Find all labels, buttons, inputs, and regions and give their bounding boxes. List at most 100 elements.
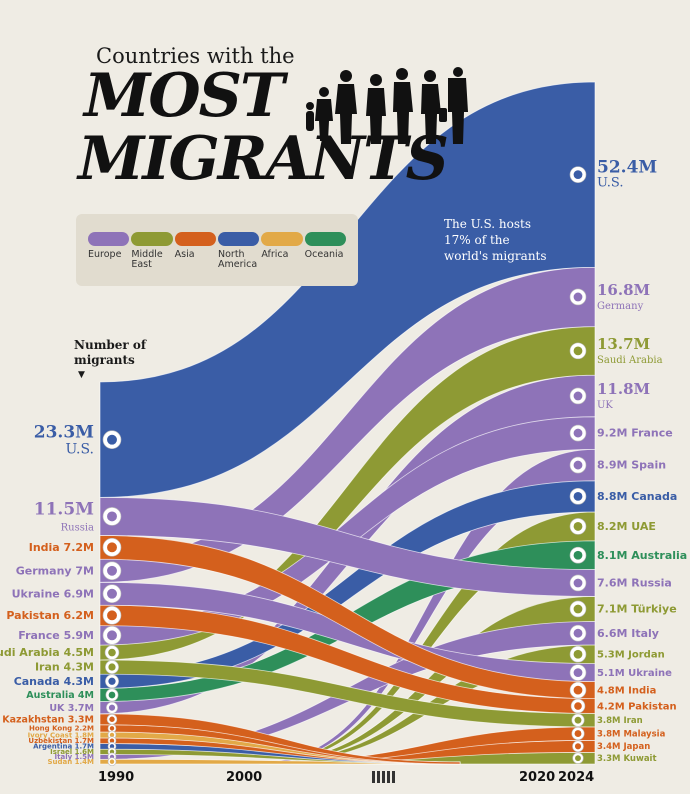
label-1990-ivory-coast: Ivory Coast 1.8M	[28, 731, 94, 739]
legend-label-north-america: North America	[218, 249, 258, 270]
flag-1990-uk-emblem-icon	[108, 704, 116, 711]
stream-ukraine	[99, 581, 596, 683]
legend-label-africa: Africa	[261, 249, 289, 260]
flag-2024-italy-emblem-icon	[573, 628, 583, 638]
label-2024-malaysia: 3.8M Malaysia	[597, 729, 666, 739]
label-1990-india: India 7.2M	[29, 541, 94, 554]
flag-1990-ivory-coast-emblem-icon	[109, 732, 115, 738]
stream-pakistan	[99, 604, 596, 714]
label-2024-india: 4.8M India	[597, 685, 656, 696]
label-1990-canada: Canada 4.3M	[14, 675, 94, 688]
flag-2024-malaysia-emblem-icon	[574, 730, 582, 738]
flag-2024-india-emblem-icon	[573, 685, 583, 695]
label-2024-iran: 3.8M Iran	[597, 716, 643, 726]
people-silhouette-icon	[306, 67, 468, 144]
flag-1990-germany-emblem-icon	[107, 565, 117, 576]
label-1990-argentina: Argentina 1.7M	[33, 743, 94, 751]
flag-2024-australia-emblem-icon	[573, 550, 583, 560]
legend-label-asia: Asia	[174, 249, 195, 260]
x-tick-1990: 1990	[98, 770, 135, 785]
flag-1990-sudan-emblem-icon	[109, 759, 115, 764]
label-2024-kuwait: 3.3M Kuwait	[597, 754, 657, 764]
label-2024-pakistan: 4.2M Pakistan	[597, 701, 677, 712]
label-2024-uk-name: UK	[597, 400, 613, 411]
label-2024-canada: 8.8M Canada	[597, 490, 677, 503]
label-1990-russia-value: 11.5M	[34, 499, 94, 519]
x-tick-2024: 2024	[558, 770, 595, 785]
stream-canada	[99, 480, 596, 689]
flag-1990-australia-emblem-icon	[108, 691, 116, 699]
flag-1990-saudi-arabia-emblem-icon	[108, 648, 116, 657]
label-1990-hong-kong: Hong Kong 2.2M	[29, 725, 94, 733]
legend-bar	[88, 232, 348, 246]
flag-1990-u-s-emblem-icon	[107, 434, 117, 445]
x-tick-2020: 2020	[519, 770, 556, 785]
flag-1990-pakistan-emblem-icon	[107, 610, 117, 621]
right-labels: 52.4MU.S. 16.8M Germany 13.7M Saudi Arabia 11…	[597, 158, 687, 764]
flag-2024-saudi-arabia-emblem-icon	[573, 346, 583, 356]
label-2024-japan: 3.4M Japan	[597, 742, 650, 752]
x-tick-2000: 2000	[226, 770, 263, 785]
stream-russia	[99, 497, 596, 597]
label-2024-germany-value: 16.8M	[597, 281, 650, 299]
flag-2024-u-s-emblem-icon	[573, 170, 583, 180]
label-2024-italy: 6.6M Italy	[597, 627, 659, 640]
label-1990-iran: Iran 4.3M	[35, 661, 94, 674]
label-1990-pakistan: Pakistan 6.2M	[6, 609, 94, 622]
stream-iran	[99, 659, 596, 728]
flag-1990-russia-emblem-icon	[107, 511, 117, 522]
stream-india	[99, 535, 596, 699]
label-1990-u-s-name: U.S.	[65, 442, 94, 458]
flag-2024-iran-emblem-icon	[574, 716, 582, 724]
label-1990-kazakhstan: Kazakhstan 3.3M	[2, 714, 94, 725]
legend-label-middle-east: Middle East	[131, 249, 163, 270]
legend-swatch-europe	[88, 232, 130, 246]
flag-1990-ukraine-emblem-icon	[107, 588, 117, 599]
label-1990-ukraine: Ukraine 6.9M	[12, 587, 94, 600]
publisher-logo-icon	[372, 768, 402, 783]
flag-2024-kuwait-emblem-icon	[575, 755, 581, 762]
flag-1990-canada-emblem-icon	[108, 677, 116, 685]
label-2024-u-s-name: U.S.	[597, 176, 623, 191]
flag-1990-iran-emblem-icon	[108, 663, 116, 671]
label-1990-uzbekistan: Uzbekistan 1.7M	[28, 737, 94, 745]
label-2024-uae: 8.2M UAE	[597, 520, 656, 533]
legend-swatch-africa	[261, 232, 303, 246]
label-2024-australia: 8.1M Australia	[597, 549, 687, 562]
stream-layer	[99, 81, 596, 765]
stream-u-s	[99, 81, 596, 498]
label-2024-spain: 8.9M Spain	[597, 459, 666, 472]
label-1990-australia: Australia 4M	[26, 690, 94, 701]
label-2024-saudi-arabia-name: Saudi Arabia	[597, 355, 663, 366]
label-2024-t-rkiye: 7.1M Türkiye	[597, 603, 677, 616]
title-line-2: MOST	[84, 61, 285, 131]
legend-panel	[76, 214, 358, 286]
label-1990-israel: Israel 1.6M	[50, 748, 94, 756]
title-line-3: MIGRANTS	[78, 124, 449, 194]
down-arrow-icon: ▼	[78, 370, 85, 380]
label-1990-italy: Italy 1.5M	[55, 753, 94, 761]
label-2024-ukraine: 5.1M Ukraine	[597, 668, 672, 679]
label-2024-russia: 7.6M Russia	[597, 577, 672, 590]
title-line-1: Countries with the	[96, 44, 295, 68]
flag-1990-india-emblem-icon	[107, 542, 117, 553]
label-1990-russia-name: Russia	[61, 522, 94, 533]
label-2024-uk-value: 11.8M	[597, 380, 650, 398]
left-labels: 23.3MU.S. 11.5M Russia India 7.2M Germany 7M…	[0, 423, 94, 766]
flag-2024-russia-emblem-icon	[573, 578, 583, 588]
flag-1990-france-emblem-icon	[107, 630, 117, 641]
flag-2024-japan-emblem-icon	[574, 743, 582, 750]
flag-2024-canada-emblem-icon	[573, 491, 583, 501]
label-1990-u-s-value: 23.3M	[34, 423, 94, 443]
flag-2024-uae-emblem-icon	[573, 522, 583, 531]
legend-swatch-asia	[174, 232, 216, 246]
label-2024-u-s-value: 52.4M	[597, 158, 657, 178]
legend-swatch-oceania	[304, 232, 346, 246]
legend-label-europe: Europe	[88, 249, 122, 260]
flag-1990-kazakhstan-emblem-icon	[109, 716, 115, 722]
label-1990-france: France 5.9M	[18, 629, 94, 642]
label-1990-germany: Germany 7M	[16, 564, 94, 577]
flag-1990-uzbekistan-emblem-icon	[109, 738, 115, 743]
label-2024-jordan: 5.3M Jordan	[597, 650, 665, 661]
